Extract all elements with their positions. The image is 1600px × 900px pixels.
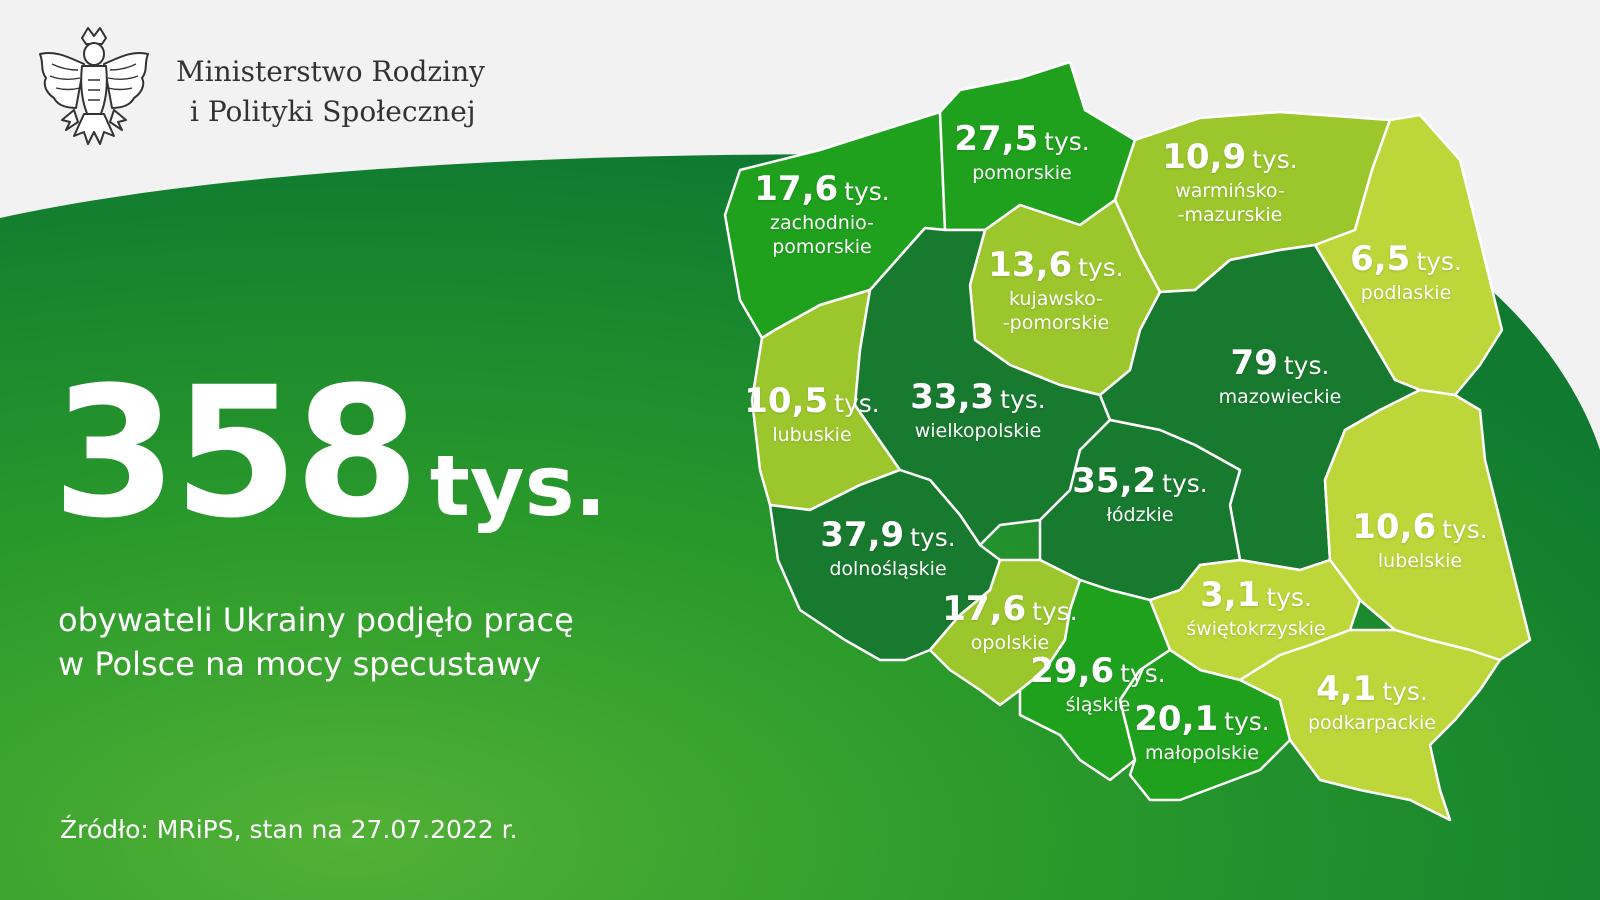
region-unit: tys.	[834, 389, 880, 418]
region-label-podlaskie: 6,5 tys. podlaskie	[1350, 240, 1462, 305]
subtitle-line1: obywateli Ukrainy podjęło pracę	[58, 601, 574, 639]
region-name: opolskie	[970, 632, 1050, 654]
region-unit: tys.	[1283, 351, 1330, 380]
region-name: świętokrzyskie	[1186, 618, 1326, 640]
region-name: śląskie	[1065, 694, 1131, 716]
region-value: 10,6	[1352, 507, 1437, 547]
region-shape-podkarpackie	[1238, 628, 1502, 822]
headline-total: 358 tys.	[52, 354, 607, 554]
region-name: pomorskie	[972, 162, 1072, 184]
region-unit: tys.	[1382, 677, 1428, 706]
region-label-wielkopolskie: 33,3 tys. wielkopolskie	[910, 378, 1045, 443]
region-label-lubuskie: 10,5 tys. lubuskie	[744, 382, 879, 447]
ministry-name-line1: Ministerstwo Rodziny	[176, 55, 485, 88]
region-value: 37,9	[820, 515, 905, 555]
region-value: 13,6	[988, 245, 1073, 285]
region-label-lubelskie: 10,6 tys. lubelskie	[1352, 508, 1487, 573]
region-unit: tys.	[910, 523, 956, 552]
region-shape-slaskie	[1018, 578, 1172, 782]
region-name: zachodnio-	[770, 212, 874, 234]
region-value: 17,6	[942, 589, 1027, 629]
region-label-warminsko-mazurskie: 10,9 tys. warmińsko- -mazurskie	[1162, 138, 1297, 227]
region-label-dolnoslaskie: 37,9 tys. dolnośląskie	[820, 516, 955, 581]
ministry-name: Ministerstwo Rodziny i Polityki Społeczn…	[176, 52, 485, 132]
region-unit: tys.	[1252, 145, 1298, 174]
region-label-mazowieckie: 79 tys. mazowieckie	[1219, 344, 1342, 409]
region-unit: tys.	[1266, 583, 1312, 612]
region-label-opolskie: 17,6 tys. opolskie	[942, 590, 1077, 655]
region-label-malopolskie: 20,1 tys. małopolskie	[1134, 700, 1269, 765]
region-value: 79	[1230, 343, 1278, 383]
region-name: warmińsko-	[1175, 180, 1285, 202]
region-unit: tys.	[1000, 385, 1046, 414]
headline-value: 358	[52, 349, 420, 558]
white-eagle-emblem-icon	[39, 27, 149, 145]
region-label-zachodniopomorskie: 17,6 tys. zachodnio-pomorskie	[754, 170, 889, 259]
region-name: małopolskie	[1144, 742, 1259, 764]
region-label-swietokrzyskie: 3,1 tys. świętokrzyskie	[1186, 576, 1325, 641]
region-value: 6,5	[1350, 239, 1411, 279]
region-name: podlaskie	[1360, 282, 1452, 304]
region-unit: tys.	[1120, 659, 1166, 688]
region-label-slaskie: 29,6 tys. śląskie	[1030, 652, 1165, 717]
region-name: łódzkie	[1106, 504, 1174, 526]
region-unit: tys.	[844, 177, 890, 206]
region-unit: tys.	[1162, 469, 1208, 498]
region-unit: tys.	[1032, 597, 1078, 626]
region-value: 10,5	[744, 381, 829, 421]
region-name: -mazurskie	[1177, 204, 1283, 226]
region-value: 35,2	[1072, 461, 1157, 501]
region-value: 17,6	[754, 169, 839, 209]
region-value: 10,9	[1162, 137, 1247, 177]
region-unit: tys.	[1044, 127, 1090, 156]
region-label-pomorskie: 27,5 tys. pomorskie	[954, 120, 1089, 185]
region-name: lubuskie	[772, 424, 852, 446]
region-name: wielkopolskie	[914, 420, 1042, 442]
region-value: 20,1	[1134, 699, 1219, 739]
region-value: 4,1	[1316, 669, 1377, 709]
region-label-lodzkie: 35,2 tys. łódzkie	[1072, 462, 1207, 527]
region-name: mazowieckie	[1218, 386, 1342, 408]
region-unit: tys.	[1442, 515, 1488, 544]
region-label-podkarpackie: 4,1 tys. podkarpackie	[1308, 670, 1436, 735]
region-name: dolnośląskie	[829, 558, 947, 580]
region-name: pomorskie	[772, 236, 872, 258]
region-label-kujawsko-pomorskie: 13,6 tys. kujawsko- -pomorskie	[988, 246, 1123, 335]
region-value: 3,1	[1200, 575, 1261, 615]
region-name: lubelskie	[1377, 550, 1463, 572]
headline-unit: tys.	[429, 437, 607, 535]
region-unit: tys.	[1078, 253, 1124, 282]
region-value: 29,6	[1030, 651, 1115, 691]
headline-subtitle: obywateli Ukrainy podjęło pracę w Polsce…	[58, 598, 574, 686]
ministry-header: Ministerstwo Rodziny i Polityki Społeczn…	[30, 24, 510, 154]
region-value: 33,3	[910, 377, 995, 417]
subtitle-line2: w Polsce na mocy specustawy	[58, 645, 542, 683]
region-unit: tys.	[1416, 247, 1462, 276]
source-note: Źródło: MRiPS, stan na 27.07.2022 r.	[60, 815, 518, 844]
ministry-name-line2: i Polityki Społecznej	[190, 95, 476, 128]
region-name: kujawsko-	[1009, 288, 1103, 310]
region-value: 27,5	[954, 119, 1039, 159]
region-name: podkarpackie	[1308, 712, 1436, 734]
region-unit: tys.	[1224, 707, 1270, 736]
region-name: -pomorskie	[1002, 312, 1110, 334]
